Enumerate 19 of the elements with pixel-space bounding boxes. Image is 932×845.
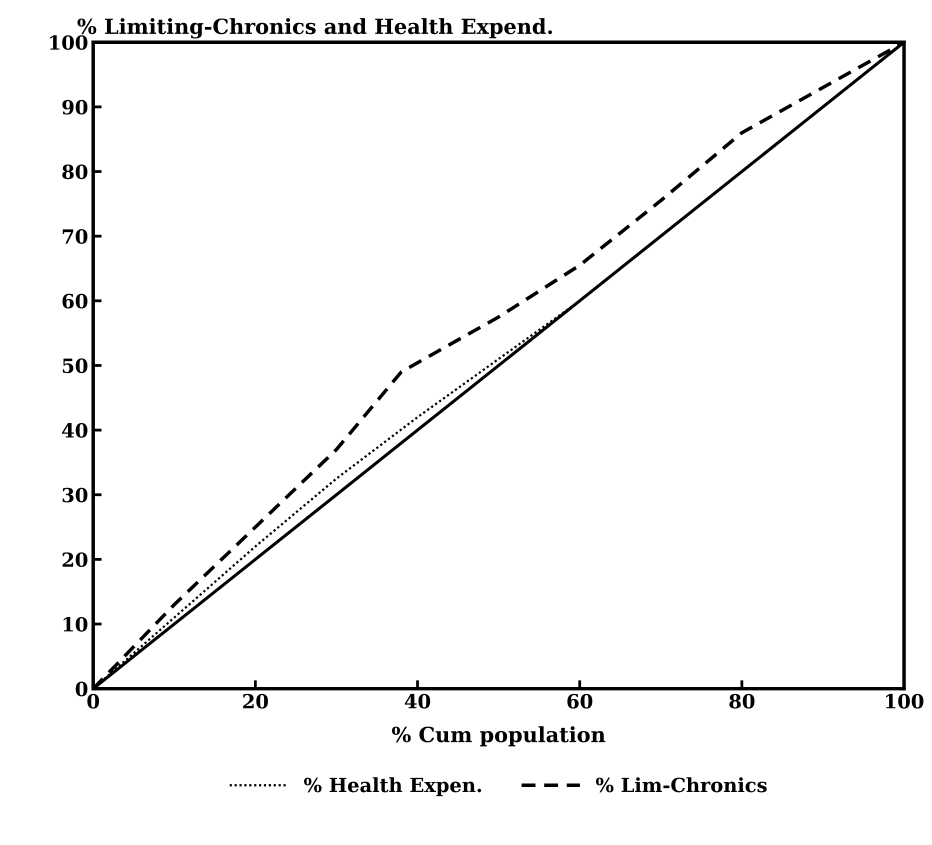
y-tick-label: 70 — [62, 229, 88, 244]
y-tick-label: 90 — [62, 100, 88, 115]
y-tick-label: 20 — [62, 552, 88, 568]
y-tick-label: 60 — [62, 294, 88, 308]
x-tick-label: 100 — [886, 694, 924, 709]
legend-label: % Lim-Chronics — [596, 777, 767, 792]
x-axis-title: % Cum population — [392, 726, 606, 746]
y-tick-label: 30 — [62, 488, 88, 502]
x-tick-label: 60 — [567, 694, 592, 709]
y-tick-label: 50 — [62, 358, 88, 374]
y-tick-label: 0 — [76, 682, 88, 696]
y-tick-label: 40 — [62, 423, 88, 438]
x-tick-label: 40 — [404, 694, 430, 709]
legend-label: % Health Expen. — [304, 777, 482, 796]
x-tick-label: 20 — [243, 694, 268, 709]
y-tick-label: 10 — [64, 616, 88, 632]
x-tick-label: 0 — [87, 694, 100, 709]
x-tick-label: 80 — [729, 694, 754, 709]
y-tick-label: 80 — [62, 164, 88, 180]
